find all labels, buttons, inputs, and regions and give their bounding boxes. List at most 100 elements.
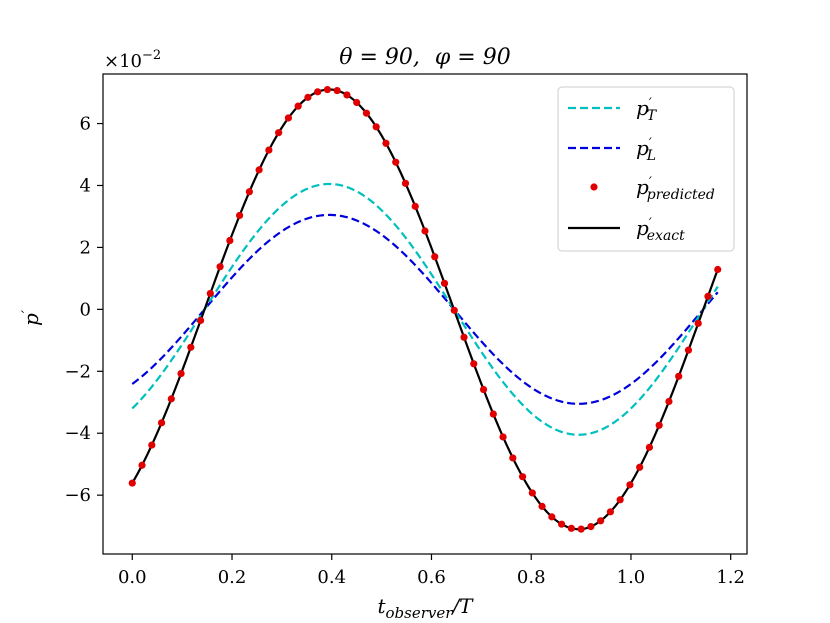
data-point-pPred <box>460 333 468 341</box>
legend-sub-pExact: exact <box>647 228 685 244</box>
data-point-pPred <box>333 86 341 95</box>
data-point-pPred <box>509 454 517 462</box>
data-point-pPred <box>401 179 410 187</box>
data-point-pPred <box>245 188 253 196</box>
y-tick-label: 2 <box>80 237 91 258</box>
data-point-pPred <box>626 481 634 489</box>
data-point-pPred <box>558 520 566 528</box>
data-point-pPred <box>606 508 614 516</box>
y-label-prime: ′ <box>20 309 36 313</box>
x-axis-label: tobserver/T <box>377 594 474 622</box>
data-point-pPred <box>499 433 507 441</box>
y-tick-label: 0 <box>80 299 91 320</box>
data-point-pPred <box>362 109 371 117</box>
y-scale-prefix: ×10 <box>104 51 142 72</box>
title-theta: θ = 90, <box>339 45 420 70</box>
data-point-pPred <box>382 139 390 147</box>
data-point-pPred <box>206 289 214 298</box>
data-point-pPred <box>255 166 263 174</box>
y-tick-label: 6 <box>80 114 91 135</box>
series-pPred <box>128 85 722 533</box>
legend-sub-pPred: predicted <box>647 187 715 203</box>
data-point-pPred <box>538 502 546 510</box>
data-point-pPred <box>440 279 449 287</box>
x-tick-label: 1.0 <box>617 567 646 588</box>
data-point-pPred <box>431 253 439 261</box>
data-point-pPred <box>450 306 458 314</box>
legend-label-pL: p′ L <box>636 136 656 164</box>
data-point-pPred <box>587 522 595 531</box>
data-point-pPred <box>265 146 273 154</box>
y-label-base: p <box>19 313 43 326</box>
x-axis: 0.0 0.2 0.4 0.6 0.8 1.0 1.2 <box>118 554 745 588</box>
data-point-pPred <box>655 421 663 429</box>
data-point-pPred <box>645 443 654 451</box>
y-tick-label: −4 <box>64 423 91 444</box>
data-point-pPred <box>548 513 556 521</box>
data-point-pPred <box>704 292 712 300</box>
x-tick-label: 1.2 <box>716 567 745 588</box>
x-label-base: t <box>377 594 386 618</box>
data-point-pPred <box>470 360 478 368</box>
y-axis-label: p′ <box>19 309 43 326</box>
data-point-pPred <box>353 98 361 107</box>
x-tick-label: 0.4 <box>317 567 346 588</box>
legend-swatch-pPred <box>590 183 598 191</box>
x-tick-label: 0.8 <box>517 567 546 588</box>
y-axis: −6 −4 −2 0 2 4 6 <box>64 114 103 506</box>
plot-frame <box>102 73 748 555</box>
data-point-pPred <box>597 517 605 525</box>
data-point-pPred <box>372 123 380 131</box>
data-point-pPred <box>304 93 312 101</box>
series-layer <box>128 85 722 533</box>
y-tick-label: −2 <box>64 361 91 382</box>
data-point-pPred <box>343 91 351 99</box>
legend: p′ T p′ L p′ predicted p′ exact <box>557 86 735 252</box>
data-point-pPred <box>489 410 497 418</box>
y-scale-label: ×10−2 <box>104 48 161 72</box>
data-point-pPred <box>392 158 400 166</box>
data-point-pPred <box>684 346 693 354</box>
data-point-pPred <box>528 489 536 497</box>
data-point-pPred <box>284 114 292 122</box>
data-point-pPred <box>411 202 419 210</box>
data-point-pPred <box>694 319 702 327</box>
data-point-pPred <box>128 479 136 487</box>
chart-title: θ = 90, φ = 90 <box>339 45 510 70</box>
data-point-pPred <box>187 343 195 351</box>
x-tick-label: 0.2 <box>218 567 247 588</box>
data-point-pPred <box>616 496 624 504</box>
data-point-pPred <box>294 102 302 110</box>
data-point-pPred <box>518 473 527 481</box>
data-point-pPred <box>567 524 575 532</box>
data-point-pPred <box>157 419 166 427</box>
legend-sub-pT: T <box>647 108 658 124</box>
data-point-pPred <box>421 227 429 235</box>
data-point-pPred <box>479 385 488 394</box>
x-tick-label: 0.0 <box>118 567 147 588</box>
y-tick-label: −6 <box>64 485 91 506</box>
data-point-pPred <box>138 461 146 469</box>
data-point-pPred <box>323 85 332 94</box>
data-point-pPred <box>148 441 156 449</box>
data-point-pPred <box>714 265 722 274</box>
data-point-pPred <box>196 316 205 325</box>
data-point-pPred <box>177 369 185 378</box>
data-point-pPred <box>167 395 175 403</box>
data-point-pPred <box>216 263 224 271</box>
data-point-pPred <box>636 463 644 471</box>
series-line-pT <box>131 182 719 436</box>
x-label-sub: observer <box>386 604 454 622</box>
x-tick-label: 0.6 <box>417 567 446 588</box>
y-scale-exp: −2 <box>142 48 161 63</box>
data-point-pPred <box>665 397 673 406</box>
data-point-pPred <box>577 525 585 533</box>
data-point-pPred <box>275 129 283 137</box>
series-line-pL <box>131 213 719 405</box>
title-phi: φ = 90 <box>435 45 511 70</box>
data-point-pPred <box>675 372 683 380</box>
x-label-suffix: /T <box>450 594 474 618</box>
y-tick-label: 4 <box>80 175 91 196</box>
legend-sub-pL: L <box>646 148 656 164</box>
